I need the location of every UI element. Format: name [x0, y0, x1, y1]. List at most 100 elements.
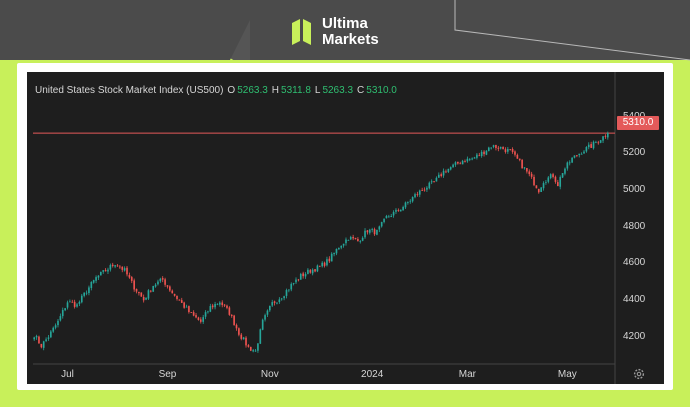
candle [378, 225, 381, 233]
candle [404, 201, 407, 210]
candle [549, 173, 552, 180]
candle-body [421, 190, 423, 191]
candle-body [361, 237, 364, 241]
candle-body [402, 206, 404, 211]
candle-body [521, 159, 523, 169]
candle [271, 299, 274, 308]
candle [40, 343, 43, 349]
y-tick-label: 4200 [623, 330, 646, 342]
candle-body [245, 337, 247, 346]
candle-body [121, 266, 124, 270]
candle [447, 168, 450, 174]
candle-body [330, 253, 333, 262]
candle-body [492, 145, 495, 147]
candle-body [457, 161, 459, 164]
gear-icon[interactable] [632, 367, 646, 381]
candle-body [526, 168, 528, 172]
candle [314, 268, 316, 273]
candle [385, 214, 388, 219]
candle-body [426, 187, 428, 190]
candle [299, 272, 302, 280]
candle [347, 239, 350, 241]
candle-body [295, 279, 297, 283]
candle-body [114, 265, 116, 267]
candle [592, 140, 595, 150]
candle-body [76, 304, 78, 307]
candle [390, 213, 393, 218]
candle-body [288, 289, 290, 291]
candle-body [100, 271, 102, 276]
candle [468, 158, 471, 162]
candle [535, 185, 538, 189]
candle [266, 309, 269, 317]
candle [392, 210, 395, 218]
candle-body [418, 190, 421, 195]
candle-body [119, 266, 121, 268]
candle-body [173, 293, 176, 296]
candle [209, 303, 212, 313]
candle-body [566, 162, 569, 169]
candle [166, 285, 169, 289]
candle [228, 306, 231, 316]
candle [533, 174, 535, 187]
candle-body [409, 200, 412, 202]
candle-body [437, 174, 440, 178]
candle-body [280, 298, 283, 300]
candle [509, 148, 512, 151]
candle [440, 172, 443, 178]
close-label: C [357, 85, 365, 96]
candle [138, 291, 140, 296]
candle-body [290, 283, 293, 290]
candle-body [314, 269, 316, 272]
candle [547, 176, 550, 184]
candle-body [116, 265, 119, 267]
candle [230, 314, 233, 318]
candle [518, 158, 521, 162]
y-tick-label: 5000 [623, 183, 646, 195]
candle-body [238, 328, 240, 335]
y-tick-label: 5200 [623, 147, 646, 159]
candle [273, 300, 276, 306]
candle-body [188, 306, 190, 313]
candle [185, 304, 188, 308]
candlestick-chart[interactable] [27, 72, 664, 384]
candle [449, 166, 452, 171]
candle [323, 261, 326, 268]
candle-body [254, 350, 257, 352]
candle [66, 300, 69, 310]
candle-body [345, 239, 347, 244]
candle [285, 288, 288, 299]
candle-body [466, 158, 469, 162]
candle [226, 304, 228, 310]
candle-body [202, 317, 205, 322]
candle [259, 328, 262, 345]
candle [426, 186, 428, 192]
candle [240, 333, 243, 341]
candle-body [411, 197, 414, 202]
chart-panel[interactable]: United States Stock Market Index (US500)… [27, 72, 664, 384]
candle [445, 169, 447, 174]
candle [57, 318, 59, 328]
candle [309, 268, 312, 274]
candle [199, 317, 202, 324]
candle [207, 310, 209, 314]
candle-body [73, 301, 76, 307]
candle [47, 334, 50, 341]
candle-body [399, 209, 402, 212]
candle-body [211, 305, 214, 308]
candle [180, 297, 183, 304]
candle-body [311, 269, 314, 274]
candle [556, 179, 559, 187]
candle-body [185, 306, 188, 308]
candle [523, 166, 526, 170]
candle [73, 299, 76, 309]
candle [423, 187, 426, 192]
candle [559, 175, 562, 190]
candle-body [445, 171, 447, 173]
candle-body [371, 229, 374, 230]
candle-body [471, 158, 473, 160]
candle-body [502, 147, 504, 150]
x-tick-label: Jul [61, 369, 74, 380]
candle-body [104, 270, 107, 272]
candle-body [449, 167, 452, 170]
